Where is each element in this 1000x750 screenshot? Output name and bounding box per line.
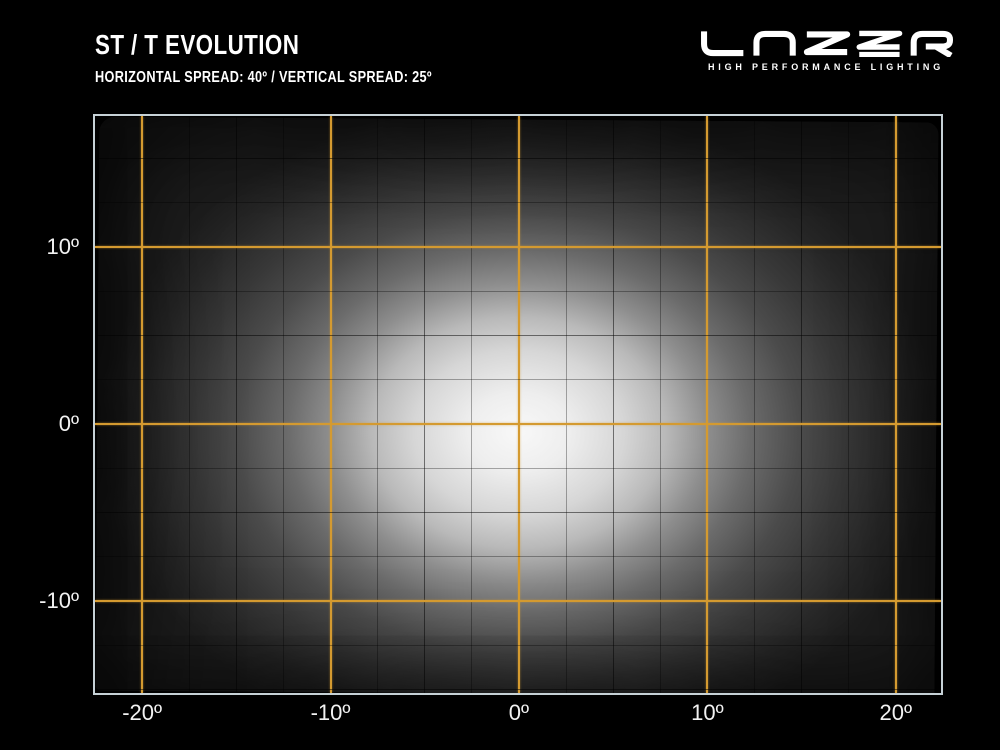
brand-tagline: HIGH PERFORMANCE LIGHTING xyxy=(708,62,944,72)
gridline-minor-vertical xyxy=(424,116,426,693)
gridline-major-vertical xyxy=(894,116,897,693)
gridline-minor-vertical xyxy=(612,116,614,693)
gridline-minor-horizontal xyxy=(95,511,941,513)
gridline-minor-horizontal xyxy=(95,467,941,469)
x-axis-tick-label: 10º xyxy=(691,700,724,725)
gridline-minor-vertical xyxy=(235,116,237,693)
title-block: ST / T EVOLUTION HORIZONTAL SPREAD: 40º … xyxy=(95,31,506,87)
brand-logo: HIGH PERFORMANCE LIGHTING xyxy=(698,30,954,72)
gridline-major-vertical xyxy=(329,116,332,693)
gridline-minor-horizontal xyxy=(95,379,941,381)
gridline-major-horizontal xyxy=(95,422,941,425)
gridline-minor-vertical xyxy=(753,116,755,693)
gridline-major-horizontal xyxy=(95,245,941,248)
y-axis-labels: 10º 0º -10º xyxy=(0,116,85,693)
y-axis-tick-label: 0º xyxy=(58,410,79,436)
y-axis-tick-label: -10º xyxy=(39,587,79,613)
gridline-major-horizontal xyxy=(95,599,941,602)
x-axis-tick-label: -10º xyxy=(310,700,351,725)
beam-chart xyxy=(93,114,943,695)
gridline-minor-horizontal xyxy=(95,290,941,292)
page-subtitle: HORIZONTAL SPREAD: 40º / VERTICAL SPREAD… xyxy=(95,69,432,86)
gridline-minor-horizontal xyxy=(95,157,941,159)
x-axis-tick-label: 20º xyxy=(879,700,913,725)
gridline-major-vertical xyxy=(141,116,144,693)
x-axis-tick-label: -20º xyxy=(122,700,163,725)
page-title: ST / T EVOLUTION xyxy=(95,29,300,60)
x-axis-labels: -20º -10º 0º 10º 20º xyxy=(95,699,941,729)
gridline-minor-horizontal xyxy=(95,202,941,204)
gridline-minor-horizontal xyxy=(95,688,941,690)
grid-overlay xyxy=(95,116,941,693)
gridline-minor-vertical xyxy=(188,116,190,693)
gridline-minor-horizontal xyxy=(95,334,941,336)
gridline-minor-vertical xyxy=(471,116,473,693)
gridline-minor-vertical xyxy=(848,116,850,693)
y-axis-tick-label: 10º xyxy=(46,233,79,259)
gridline-minor-vertical xyxy=(801,116,803,693)
lazer-wordmark-icon xyxy=(701,30,953,57)
gridline-minor-vertical xyxy=(377,116,379,693)
gridline-major-vertical xyxy=(517,116,520,693)
gridline-major-vertical xyxy=(706,116,709,693)
gridline-minor-horizontal xyxy=(95,556,941,558)
gridline-minor-horizontal xyxy=(95,644,941,646)
gridline-minor-vertical xyxy=(282,116,284,693)
x-axis-tick-label: 0º xyxy=(508,700,530,725)
gridline-minor-vertical xyxy=(565,116,567,693)
gridline-minor-vertical xyxy=(659,116,661,693)
